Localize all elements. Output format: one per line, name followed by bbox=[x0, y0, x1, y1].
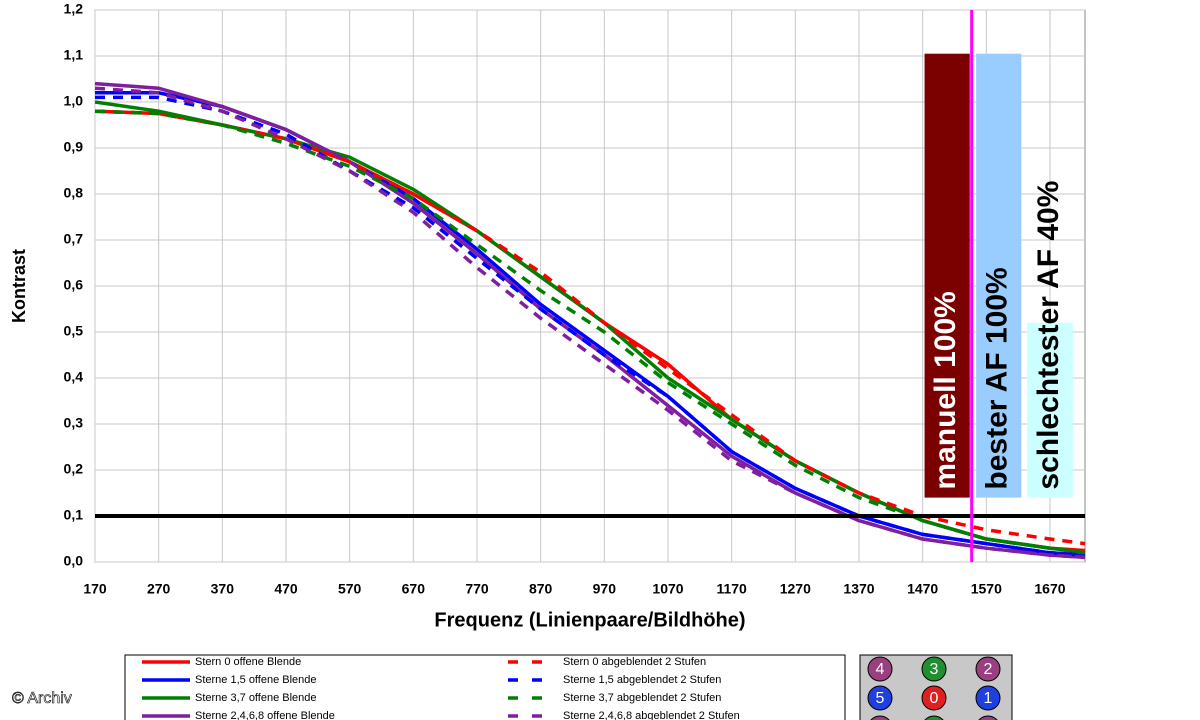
annotation-label: manuell 100% bbox=[929, 291, 962, 489]
x-tick-label: 170 bbox=[83, 581, 107, 597]
data-line bbox=[95, 95, 1086, 557]
annotation-bar bbox=[976, 53, 1022, 498]
annotation-bar bbox=[924, 53, 970, 498]
credit: © Archiv bbox=[12, 690, 72, 707]
x-tick-label: 1570 bbox=[971, 581, 1002, 597]
x-tick-label: 270 bbox=[147, 581, 171, 597]
legend-label: Sterne 3,7 abgeblendet 2 Stufen bbox=[563, 692, 721, 704]
y-tick-label: 0,9 bbox=[64, 139, 84, 155]
x-tick-label: 1670 bbox=[1034, 581, 1065, 597]
star-circle bbox=[975, 656, 1001, 682]
annotation-bar bbox=[1027, 322, 1073, 498]
star-label: 2 bbox=[984, 661, 993, 678]
star-circle bbox=[870, 715, 890, 720]
y-tick-label: 0,2 bbox=[64, 461, 84, 477]
x-tick-label: 570 bbox=[338, 581, 362, 597]
x-tick-label: 870 bbox=[529, 581, 553, 597]
star-label: 5 bbox=[876, 690, 885, 707]
y-tick-label: 1,2 bbox=[64, 1, 84, 17]
y-tick-label: 0,5 bbox=[64, 323, 84, 339]
annotation-label: bester AF 100% bbox=[981, 267, 1014, 489]
star-label: 4 bbox=[876, 661, 885, 678]
x-tick-label: 470 bbox=[274, 581, 298, 597]
legend-label: Stern 0 offene Blende bbox=[195, 656, 301, 668]
x-tick-label: 670 bbox=[402, 581, 426, 597]
x-tick-label: 1370 bbox=[843, 581, 874, 597]
y-tick-label: 0,6 bbox=[64, 277, 84, 293]
legend-label: Stern 0 abgeblendet 2 Stufen bbox=[563, 656, 706, 668]
x-tick-label: 1170 bbox=[716, 581, 747, 597]
y-tick-label: 0,0 bbox=[64, 553, 84, 569]
data-line bbox=[94, 109, 1086, 555]
y-tick-label: 0,4 bbox=[64, 369, 84, 385]
x-tick-label: 970 bbox=[593, 581, 617, 597]
legend-box bbox=[124, 654, 846, 720]
x-tick-label: 1070 bbox=[652, 581, 683, 597]
y-tick-label: 1,0 bbox=[64, 93, 84, 109]
x-axis-label: Frequenz (Linienpaare/Bildhöhe) bbox=[434, 609, 745, 631]
data-line bbox=[94, 109, 1086, 546]
star-circle bbox=[921, 656, 947, 682]
legend-label: Sterne 2,4,6,8 offene Blende bbox=[195, 710, 335, 720]
y-tick-label: 0,3 bbox=[64, 415, 84, 431]
star-label: 3 bbox=[930, 661, 939, 678]
star-circle bbox=[924, 715, 944, 720]
legend-label: Sterne 2,4,6,8 abgeblendet 2 Stufen bbox=[563, 710, 740, 720]
x-tick-label: 1470 bbox=[907, 581, 938, 597]
star-label: 1 bbox=[984, 690, 993, 707]
star-label: 0 bbox=[930, 690, 939, 707]
star-circle bbox=[978, 715, 998, 720]
legend-label: Sterne 1,5 abgeblendet 2 Stufen bbox=[563, 674, 721, 686]
y-tick-label: 0,7 bbox=[64, 231, 84, 247]
y-tick-label: 1,1 bbox=[64, 47, 84, 63]
y-tick-label: 0,8 bbox=[64, 185, 84, 201]
legend-label: Sterne 1,5 offene Blende bbox=[195, 674, 317, 686]
legend-label: Sterne 3,7 offene Blende bbox=[195, 692, 317, 704]
star-circle bbox=[867, 656, 893, 682]
star-circle bbox=[867, 685, 893, 711]
data-line bbox=[94, 86, 1086, 560]
x-tick-label: 770 bbox=[465, 581, 489, 597]
y-axis-label: Kontrast bbox=[9, 249, 29, 323]
x-tick-label: 1270 bbox=[780, 581, 811, 597]
star-circle bbox=[921, 685, 947, 711]
annotation-label: schlechtester AF 40% bbox=[1032, 181, 1065, 490]
star-circle bbox=[975, 685, 1001, 711]
x-tick-label: 370 bbox=[211, 581, 235, 597]
y-tick-label: 0,1 bbox=[64, 507, 84, 523]
